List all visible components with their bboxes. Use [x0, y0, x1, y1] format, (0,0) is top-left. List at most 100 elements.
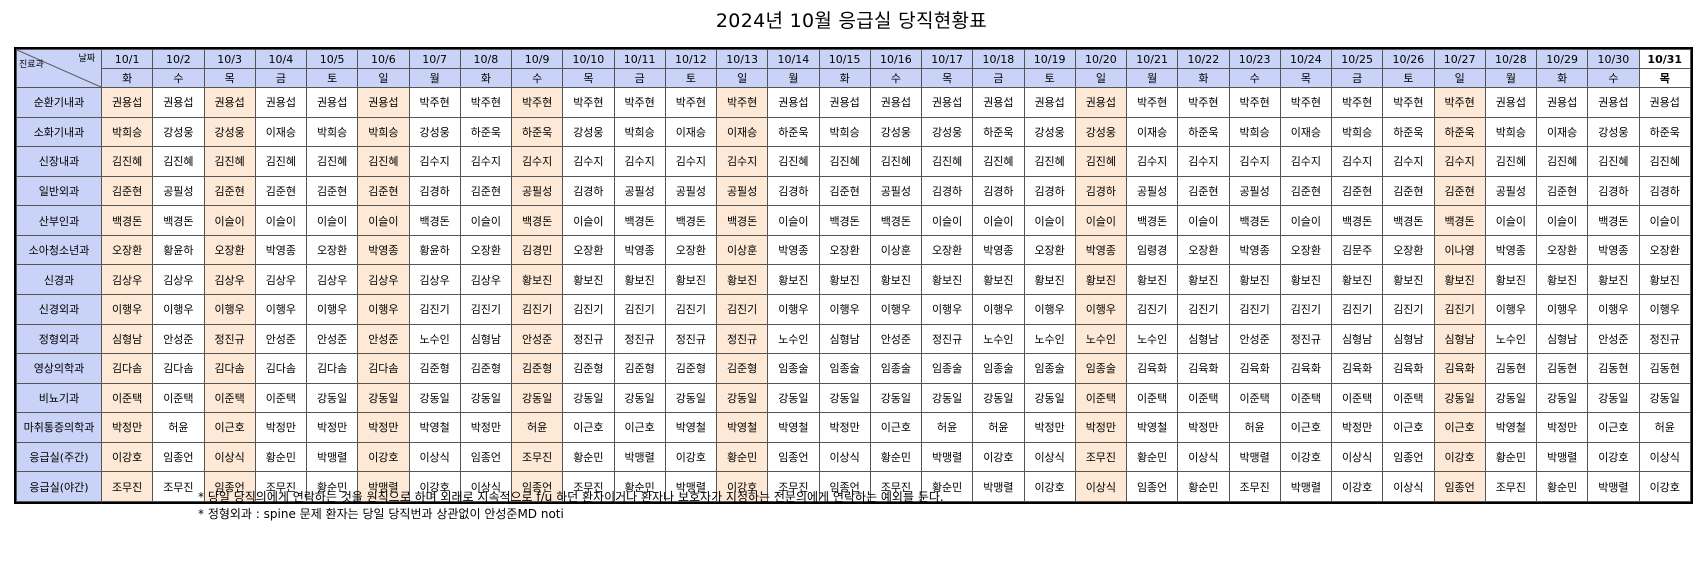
on-call-doctor-cell: 김준현	[818, 175, 871, 207]
on-call-doctor-cell: 김진기	[1279, 293, 1333, 325]
on-call-doctor-cell: 박희승	[305, 116, 359, 148]
on-call-doctor-cell: 노수인	[972, 323, 1025, 355]
on-call-doctor-cell: 백경돈	[1382, 205, 1435, 236]
on-call-doctor-cell: 권용섭	[1638, 87, 1691, 118]
on-call-doctor-cell: 김진혜	[767, 146, 820, 177]
department-row: 산부인과 백경돈 백경돈 이슬이 이슬이 이슬이 이슬이 백경돈 이슬이 백경돈 이슬이 백경돈 백경돈…	[16, 205, 1691, 236]
on-call-doctor-cell: 김준형	[664, 353, 718, 384]
on-call-doctor-cell: 황보진	[562, 264, 615, 295]
on-call-doctor-cell: 박희승	[1484, 116, 1538, 148]
on-call-doctor-cell: 김준현	[254, 175, 308, 207]
on-call-doctor-cell: 박맹렬	[1535, 441, 1589, 473]
on-call-doctor-cell: 박맹렬	[613, 441, 666, 473]
on-call-doctor-cell: 김준현	[1177, 175, 1230, 207]
on-call-doctor-cell: 이상식	[1638, 441, 1691, 473]
on-call-doctor-cell: 이슬이	[1279, 205, 1333, 236]
on-call-doctor-cell: 김진혜	[818, 146, 871, 177]
on-call-doctor-cell: 이상식	[1023, 441, 1076, 473]
on-call-doctor-cell: 안성준	[1587, 323, 1640, 355]
on-call-doctor-cell: 정진규	[664, 323, 718, 355]
on-call-doctor-cell: 이강호	[972, 441, 1025, 473]
on-call-doctor-cell: 이슬이	[972, 205, 1025, 236]
on-call-doctor-cell: 김준현	[1535, 175, 1589, 207]
on-call-doctor-cell: 백경돈	[818, 205, 871, 236]
on-call-doctor-cell: 박주현	[613, 87, 666, 118]
on-call-doctor-cell: 강성웅	[1023, 116, 1076, 148]
on-call-doctor-cell: 조무진	[510, 441, 564, 473]
department-row: 신경과 김상우 김상우 김상우 김상우 김상우 김상우 김상우 김상우 황보진 황보진 황보진 황보진 황…	[16, 264, 1691, 295]
on-call-doctor-cell: 심형남	[1535, 323, 1589, 355]
on-call-doctor-cell: 이근호	[1433, 412, 1486, 443]
on-call-doctor-cell: 박영종	[254, 234, 308, 266]
on-call-doctor-cell: 이재승	[1535, 116, 1589, 148]
on-call-doctor-cell: 박정만	[100, 412, 154, 443]
department-row: 일반외과 김준현 공필성 김준현 김준현 김준현 김준현 김경하 김준현 공필성 김경하 공필성 공필성…	[16, 175, 1691, 207]
on-call-doctor-cell: 황윤하	[408, 234, 461, 266]
on-call-doctor-cell: 박영종	[767, 234, 820, 266]
on-call-doctor-cell: 오장환	[459, 234, 513, 266]
on-call-doctor-cell: 강동일	[818, 382, 871, 414]
on-call-doctor-cell: 이슬이	[254, 205, 308, 236]
on-call-doctor-cell: 임종언	[1125, 471, 1179, 502]
on-call-doctor-cell: 안성준	[254, 323, 308, 355]
on-call-doctor-cell: 강동일	[972, 382, 1025, 414]
on-call-doctor-cell: 강성웅	[203, 116, 256, 148]
date-header-cell: 10/22	[1177, 49, 1230, 69]
date-header-cell: 10/1	[100, 49, 154, 69]
on-call-doctor-cell: 박영철	[1484, 412, 1538, 443]
on-call-doctor-cell: 이슬이	[203, 205, 256, 236]
date-header-cell: 10/4	[254, 49, 308, 69]
on-call-doctor-cell: 김경하	[408, 175, 461, 207]
weekday-header-cell: 화	[100, 68, 154, 88]
on-call-doctor-cell: 심형남	[459, 323, 513, 355]
department-name-cell: 신장내과	[16, 146, 102, 177]
on-call-doctor-cell: 강동일	[510, 382, 564, 414]
on-call-doctor-cell: 이행우	[1638, 293, 1691, 325]
date-header-cell: 10/12	[664, 49, 718, 69]
on-call-doctor-cell: 김상우	[305, 264, 359, 295]
on-call-doctor-cell: 이상훈	[869, 234, 923, 266]
on-call-doctor-cell: 황보진	[1433, 264, 1486, 295]
on-call-doctor-cell: 황보진	[1484, 264, 1538, 295]
on-call-doctor-cell: 황보진	[972, 264, 1025, 295]
on-call-doctor-cell: 이행우	[1535, 293, 1589, 325]
on-call-doctor-cell: 김진기	[459, 293, 513, 325]
on-call-doctor-cell: 이행우	[920, 293, 974, 325]
weekday-header-cell: 월	[408, 68, 461, 88]
on-call-doctor-cell: 오장환	[664, 234, 718, 266]
on-call-doctor-cell: 정진규	[562, 323, 615, 355]
on-call-doctor-cell: 박주현	[1125, 87, 1179, 118]
on-call-doctor-cell: 이재승	[1125, 116, 1179, 148]
on-call-doctor-cell: 백경돈	[869, 205, 923, 236]
date-header-cell: 10/27	[1433, 49, 1486, 69]
on-call-doctor-cell: 오장환	[1535, 234, 1589, 266]
on-call-doctor-cell: 임종술	[1023, 353, 1076, 384]
on-call-doctor-cell: 심형남	[1382, 323, 1435, 355]
date-header-cell: 10/19	[1023, 49, 1076, 69]
on-call-doctor-cell: 이강호	[664, 441, 718, 473]
weekday-header-cell: 수	[1228, 68, 1281, 88]
on-call-doctor-cell: 이준택	[254, 382, 308, 414]
on-call-doctor-cell: 심형남	[1433, 323, 1486, 355]
on-call-doctor-cell: 김준현	[459, 175, 513, 207]
department-name-cell: 신경과	[16, 264, 102, 295]
on-call-doctor-cell: 황보진	[818, 264, 871, 295]
on-call-doctor-cell: 오장환	[203, 234, 256, 266]
on-call-doctor-cell: 이준택	[1330, 382, 1384, 414]
on-call-doctor-cell: 권용섭	[203, 87, 256, 118]
on-call-doctor-cell: 김준현	[357, 175, 410, 207]
on-call-doctor-cell: 박희승	[357, 116, 410, 148]
on-call-doctor-cell: 박희승	[1330, 116, 1384, 148]
on-call-doctor-cell: 강동일	[459, 382, 513, 414]
on-call-doctor-cell: 이슬이	[305, 205, 359, 236]
on-call-doctor-cell: 하준욱	[459, 116, 513, 148]
on-call-doctor-cell: 오장환	[818, 234, 871, 266]
on-call-doctor-cell: 박주현	[664, 87, 718, 118]
on-call-doctor-cell: 김준형	[613, 353, 666, 384]
on-call-doctor-cell: 이강호	[100, 441, 154, 473]
date-header-cell: 10/5	[305, 49, 359, 69]
on-call-doctor-cell: 김준현	[1382, 175, 1435, 207]
department-row: 마취통증의학과 박정만 허윤 이근호 박정만 박정만 박정만 박영철 박정만 허윤 이근호 이근호 박영…	[16, 412, 1691, 443]
on-call-doctor-cell: 임령경	[1125, 234, 1179, 266]
on-call-doctor-cell: 박정만	[1330, 412, 1384, 443]
